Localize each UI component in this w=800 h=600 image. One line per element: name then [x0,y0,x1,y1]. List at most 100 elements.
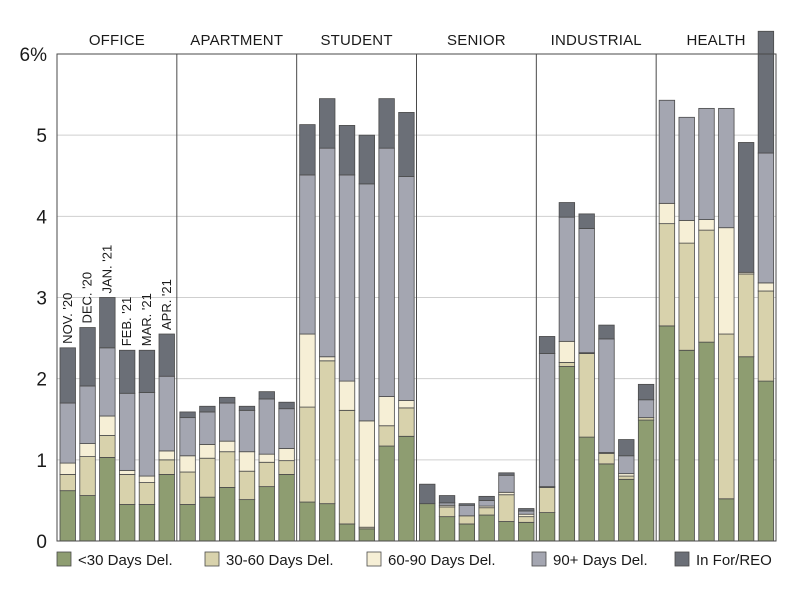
bar-segment-industrial-0-s0 [538,512,556,542]
bar-segment-apartment-0-s3 [179,417,196,457]
bar-segment-office-3-s1 [119,474,136,505]
plot-frame [56,53,777,542]
bar-segment-office-3-s2 [119,469,136,475]
bar-segment-student-0-s3 [299,174,316,335]
bar-segment-senior-2-s4 [458,503,476,506]
y-tick-label: 6% [20,45,48,66]
bar-segment-apartment-4-s4 [258,391,275,400]
bar-segment-health-2-s2 [698,219,715,231]
bar-segment-health-1-s2 [678,219,695,244]
bar-segment-health-4-s0 [737,356,755,542]
bar-segment-senior-4-s1 [498,494,515,522]
bar-segment-industrial-3-s1 [598,452,615,465]
bar-segment-student-2-s4 [338,125,356,176]
legend-label: 30-60 Days Del. [226,552,334,569]
bar-segment-apartment-5-s2 [278,448,295,462]
panel-label-office: OFFICE [89,32,145,49]
legend-label: <30 Days Del. [78,552,173,569]
bar-segment-senior-5-s3 [518,510,535,515]
bar-segment-office-5-s3 [158,375,175,452]
bar-segment-senior-2-s0 [458,523,476,542]
bar-segment-apartment-1-s4 [199,405,216,413]
bar-segment-industrial-2-s1 [578,353,595,438]
bar-segment-health-1-s0 [678,349,695,542]
bar-segment-student-0-s0 [299,501,316,542]
bar-segment-senior-3-s4 [478,495,495,501]
bar-segment-industrial-1-s2 [558,340,576,363]
bars [59,30,775,542]
bar-segment-office-5-s4 [158,333,175,377]
bar-segment-apartment-1-s3 [199,411,216,445]
bar-segment-apartment-3-s4 [238,405,256,411]
bar-segment-senior-1-s4 [438,495,456,504]
bar-segment-student-0-s2 [299,333,316,408]
bar-segment-industrial-1-s4 [558,202,576,218]
bar-segment-industrial-5-s3 [637,399,655,419]
bar-segment-industrial-5-s0 [637,419,655,542]
legend-label: 90+ Days Del. [553,552,648,569]
legend-label: In For/REO [696,552,772,569]
bar-segment-student-4-s1 [378,425,395,447]
bar-segment-senior-5-s4 [518,508,535,512]
bar-segment-apartment-3-s1 [238,470,256,501]
bar-segment-office-0-s2 [59,462,76,475]
bar-segment-senior-3-s3 [478,500,495,507]
bar-segment-apartment-4-s3 [258,398,275,455]
bar-segment-student-4-s2 [378,396,395,427]
bar-segment-office-4-s4 [138,349,156,393]
bar-segment-industrial-1-s3 [558,216,576,342]
bar-segment-student-0-s1 [299,406,316,503]
panel-label-industrial: INDUSTRIAL [551,32,642,49]
bar-segment-apartment-5-s1 [278,460,295,475]
bar-segment-health-2-s1 [698,229,715,343]
bar-segment-apartment-0-s0 [179,504,196,542]
bar-segment-office-4-s2 [138,475,156,483]
bar-segment-office-0-s4 [59,347,76,404]
bar-segment-senior-0-s4 [419,483,436,505]
bar-segment-health-0-s3 [658,99,676,204]
bar-segment-health-3-s2 [718,227,735,335]
bar-segment-industrial-0-s4 [538,336,556,354]
bar-segment-office-2-s1 [99,435,116,458]
bar-segment-student-5-s0 [398,435,415,542]
bar-segment-office-1-s0 [79,495,96,542]
bar-segment-office-1-s3 [79,385,96,445]
month-label: FEB. '21 [119,297,134,346]
bar-segment-apartment-0-s1 [179,471,196,505]
bar-segment-student-4-s4 [378,98,395,149]
bar-segment-health-0-s1 [658,223,676,327]
bar-segment-health-5-s1 [757,290,775,382]
bar-segment-apartment-1-s2 [199,444,216,459]
panel-labels: OFFICE APARTMENT STUDENT SENIOR INDUSTRIAL HE… [89,32,746,49]
bar-segment-industrial-4-s0 [618,478,635,542]
month-labels: NOV. '20 DEC. '20 JAN. '21 FEB. '21 MAR. '21… [60,245,174,346]
bar-segment-student-3-s2 [358,420,375,528]
bar-segment-health-3-s3 [718,107,735,229]
month-label: JAN. '21 [99,245,114,294]
bar-segment-industrial-5-s4 [637,383,655,401]
bar-segment-health-4-s1 [737,273,755,358]
bar-segment-student-4-s0 [378,445,395,542]
bar-segment-office-5-s1 [158,459,175,475]
month-label: APR. '21 [159,279,174,330]
bar-segment-student-3-s0 [358,528,375,542]
bar-segment-student-5-s1 [398,407,415,437]
bar-segment-senior-4-s4 [498,472,515,476]
bar-segment-student-2-s1 [338,409,356,525]
bar-segment-apartment-5-s4 [278,401,295,410]
bar-segment-health-4-s4 [737,142,755,273]
bar-segment-office-2-s4 [99,297,116,349]
bar-segment-office-0-s0 [59,490,76,542]
legend-swatch [366,551,382,567]
bar-segment-student-5-s2 [398,400,415,409]
bar-segment-apartment-3-s0 [238,499,256,542]
bar-segment-office-4-s3 [138,392,156,477]
bar-segment-health-5-s4 [757,30,775,154]
bar-segment-apartment-3-s3 [238,409,256,453]
bar-segment-student-5-s3 [398,176,415,401]
panel-label-apartment: APARTMENT [190,32,283,49]
y-axis-tick-labels: 0 1 2 3 4 5 6% [20,45,48,553]
bar-segment-industrial-1-s1 [558,362,576,367]
bar-segment-health-0-s2 [658,202,676,225]
bar-segment-senior-1-s0 [438,516,456,542]
